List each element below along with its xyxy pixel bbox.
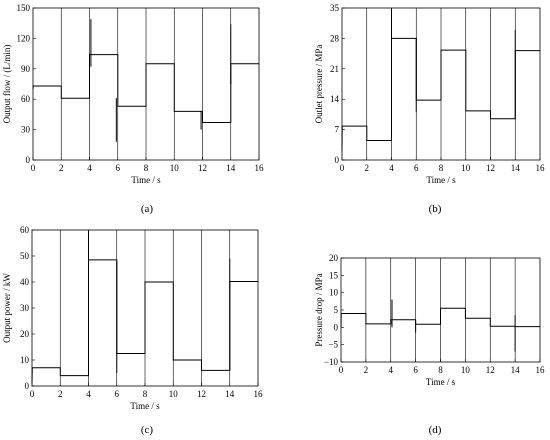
y-tick-label: 0 [25,381,30,391]
x-tick-label: 16 [255,163,265,173]
x-tick-label: 0 [340,163,345,173]
x-tick-label: 16 [536,365,546,375]
x-tick-label: 10 [461,163,471,173]
panel-c: 0 2 4 6 8 10 12 14 16 0 10 20 30 40 50 60 Time / s Output… [2,225,263,436]
y-tick-label: 14 [330,94,340,104]
x-tick-label: 2 [364,365,369,375]
x-tick-label: 2 [58,389,63,399]
x-tick-label: 2 [365,163,370,173]
x-tick-label: 14 [511,365,521,375]
y-tick-label: 7 [335,125,340,135]
x-tick-label: 4 [86,389,91,399]
x-axis-label: Time / s [130,401,160,411]
x-tick-label: 8 [143,389,148,399]
x-tick-label: 12 [486,163,495,173]
x-tick-label: 16 [254,389,264,399]
panel-d: 0 2 4 6 8 10 12 14 16 −10 −5 0 5 10 15 20 Time / s Pressu… [314,253,545,436]
x-tick-label: 2 [59,163,64,173]
y-tick-label: 20 [329,253,339,263]
y-axis-label: Output flow / (L/min) [2,45,12,124]
x-tick-label: 4 [389,365,394,375]
x-tick-label: 6 [116,163,121,173]
x-tick-label: 12 [486,365,495,375]
y-tick-label: 10 [20,355,30,365]
x-tick-label: 12 [198,163,207,173]
x-tick-label: 8 [439,163,444,173]
panel-label: (d) [429,424,442,436]
y-tick-label: 10 [329,288,339,298]
x-tick-label: 12 [197,389,206,399]
panel-a: 0 2 4 6 8 10 12 14 16 0 30 60 90 120 150 Time / s Output… [2,3,264,215]
y-tick-label: 120 [17,33,31,43]
y-tick-label: −10 [324,357,339,367]
x-tick-label: 6 [413,365,418,375]
x-tick-label: 14 [226,163,236,173]
x-tick-label: 6 [414,163,419,173]
y-tick-label: 0 [26,155,31,165]
series-line [341,37,540,152]
y-axis-label: Pressure drop / MPa [314,273,324,346]
x-tick-label: 10 [170,163,180,173]
y-tick-label: 30 [21,125,31,135]
x-tick-label: 16 [536,163,546,173]
x-tick-label: 14 [511,163,521,173]
x-tick-label: 8 [438,365,443,375]
x-axis-label: Time / s [131,175,161,185]
panel-label: (a) [141,203,154,215]
y-tick-label: 30 [20,303,30,313]
y-tick-label: 50 [20,251,30,261]
y-tick-label: 15 [329,270,339,280]
y-tick-label: −5 [328,340,338,350]
y-tick-label: 21 [330,64,339,74]
y-tick-label: 35 [330,3,340,13]
y-tick-label: 40 [20,277,30,287]
x-tick-label: 6 [115,389,120,399]
x-tick-label: 14 [225,389,235,399]
y-tick-label: 150 [17,3,31,13]
series-line [340,307,540,328]
x-axis-label: Time / s [426,377,456,387]
y-tick-label: 5 [334,305,339,315]
panel-label: (c) [141,424,154,436]
x-tick-label: 0 [30,389,35,399]
y-tick-label: 0 [335,155,340,165]
y-tick-label: 60 [21,94,31,104]
x-tick-label: 0 [31,163,36,173]
y-tick-label: 0 [334,322,339,332]
panel-b: 0 2 4 6 8 10 12 14 16 0 7 14 21 28 35 Time / s Outlet pr… [314,3,545,215]
x-tick-label: 0 [339,365,344,375]
x-tick-label: 8 [144,163,149,173]
x-axis-label: Time / s [426,175,456,185]
x-tick-label: 10 [461,365,471,375]
x-tick-label: 4 [389,163,394,173]
y-tick-label: 90 [21,64,31,74]
y-axis-label: Output power / kW [2,273,12,343]
y-tick-label: 20 [20,329,30,339]
x-tick-label: 10 [169,389,179,399]
y-tick-label: 28 [330,33,340,43]
y-axis-label: Outlet pressure / MPa [314,45,324,124]
x-tick-label: 4 [87,163,92,173]
panel-label: (b) [429,203,442,215]
series-line [32,54,259,123]
series-line [31,259,258,384]
y-tick-label: 60 [20,225,30,235]
